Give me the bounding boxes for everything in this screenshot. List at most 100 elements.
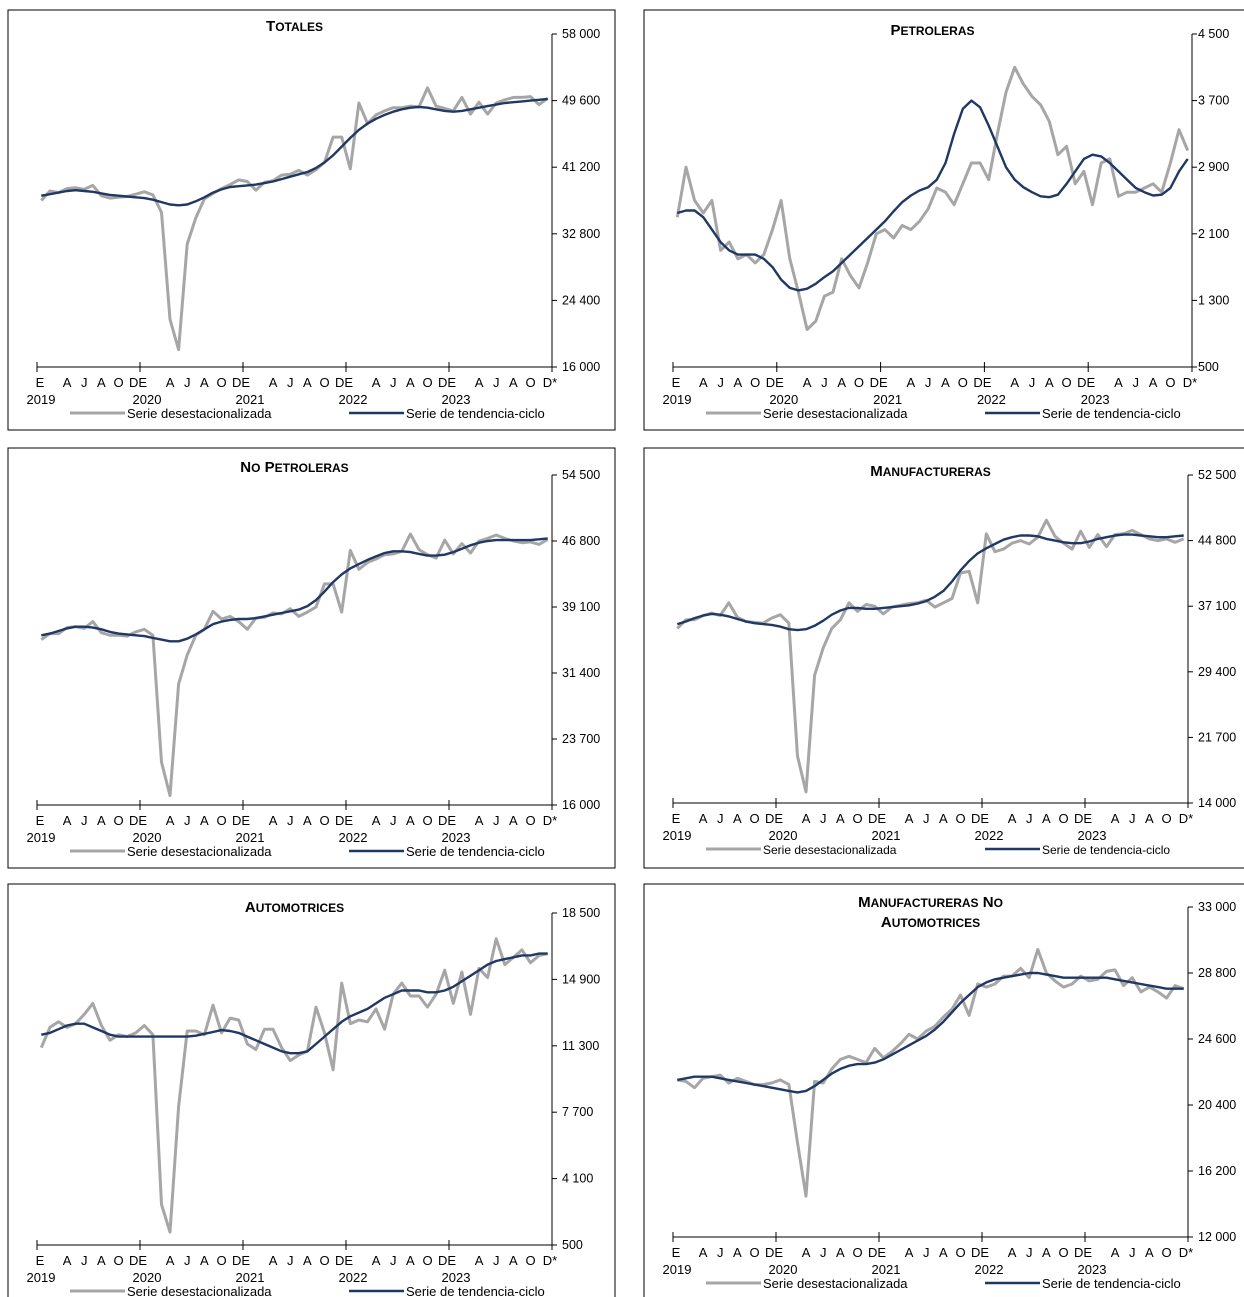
x-tick-label: J — [81, 375, 88, 390]
x-tick-label: O — [852, 1245, 862, 1260]
x-tick-label: A — [269, 813, 278, 828]
x-tick-label: D* — [543, 1253, 557, 1268]
x-tick-label: A — [200, 1253, 209, 1268]
x-year-label: 2021 — [236, 830, 265, 845]
series-line-tendencia-ciclo — [41, 952, 548, 1055]
x-tick-label: O — [319, 375, 329, 390]
x-tick-label: E — [672, 375, 681, 390]
series-line-tendencia-ciclo — [676, 533, 1184, 632]
x-tick-label: DE — [335, 375, 353, 390]
chart-title: MANUFACTURERAS NO — [858, 894, 1003, 911]
panel-frame — [643, 9, 1244, 431]
legend-label-desestacionalizada: Serie desestacionalizada — [127, 844, 272, 859]
legend-label-tendencia-ciclo: Serie de tendencia-ciclo — [1042, 406, 1181, 421]
x-tick-label: E — [36, 813, 45, 828]
x-tick-label: J — [287, 375, 294, 390]
x-tick-label: J — [390, 813, 397, 828]
legend-label-tendencia-ciclo: Serie de tendencia-ciclo — [406, 844, 545, 859]
x-tick-label: A — [802, 811, 811, 826]
x-tick-label: O — [750, 375, 760, 390]
panel-frame — [7, 883, 616, 1297]
y-tick-label: 500 — [562, 1238, 583, 1252]
x-tick-label: O — [216, 813, 226, 828]
x-tick-label: J — [81, 1253, 88, 1268]
series-line-tendencia-ciclo — [41, 537, 548, 643]
x-year-label: 2020 — [769, 392, 798, 407]
chart-title: TOTALES — [266, 18, 323, 35]
x-year-label: 2022 — [977, 392, 1006, 407]
x-tick-label: A — [1008, 1245, 1017, 1260]
x-tick-label: A — [303, 375, 312, 390]
x-year-label: 2022 — [339, 1270, 368, 1285]
x-tick-label: E — [36, 375, 45, 390]
x-tick-label: J — [821, 375, 828, 390]
x-tick-label: DE — [438, 1253, 456, 1268]
x-year-label: 2023 — [1081, 392, 1110, 407]
x-tick-label: O — [1062, 375, 1072, 390]
y-tick-label: 32 800 — [562, 227, 600, 241]
x-tick-label: DE — [870, 375, 888, 390]
x-tick-label: O — [1058, 811, 1068, 826]
x-tick-label: DE — [1074, 811, 1092, 826]
x-tick-label: DE — [129, 1253, 147, 1268]
x-tick-label: DE — [335, 1253, 353, 1268]
legend-label-desestacionalizada: Serie desestacionalizada — [763, 406, 908, 421]
x-tick-label: DE — [868, 811, 886, 826]
legend-label-tendencia-ciclo: Serie de tendencia-ciclo — [1042, 1276, 1181, 1291]
x-tick-label: A — [97, 813, 106, 828]
x-tick-label: J — [923, 1245, 930, 1260]
x-tick-label: A — [406, 1253, 415, 1268]
x-tick-label: A — [836, 1245, 845, 1260]
x-tick-label: A — [939, 811, 948, 826]
chart-title: NO PETROLERAS — [240, 459, 348, 476]
x-year-label: 2021 — [872, 1262, 901, 1277]
x-tick-label: DE — [438, 813, 456, 828]
x-year-label: 2023 — [442, 830, 471, 845]
x-tick-label: A — [475, 1253, 484, 1268]
x-tick-label: A — [837, 375, 846, 390]
y-tick-label: 14 900 — [562, 972, 600, 986]
x-tick-label: O — [955, 811, 965, 826]
x-tick-label: DE — [765, 1245, 783, 1260]
x-tick-label: D* — [1179, 1245, 1193, 1260]
x-tick-label: A — [1149, 375, 1158, 390]
x-tick-label: A — [303, 813, 312, 828]
x-tick-label: J — [390, 1253, 397, 1268]
x-tick-label: E — [672, 1245, 681, 1260]
x-tick-label: DE — [1077, 375, 1095, 390]
x-tick-label: A — [97, 375, 106, 390]
x-tick-label: DE — [232, 375, 250, 390]
x-tick-label: J — [820, 1245, 827, 1260]
x-tick-label: J — [1029, 375, 1036, 390]
x-tick-label: DE — [1074, 1245, 1092, 1260]
x-tick-label: A — [699, 811, 708, 826]
x-tick-label: O — [852, 811, 862, 826]
x-tick-label: DE — [335, 813, 353, 828]
x-year-label: 2020 — [133, 1270, 162, 1285]
x-tick-label: O — [1161, 1245, 1171, 1260]
chart-title: PETROLERAS — [890, 22, 974, 39]
x-year-label: 2019 — [663, 392, 692, 407]
x-tick-label: O — [113, 813, 123, 828]
x-tick-label: A — [803, 375, 812, 390]
x-tick-label: A — [269, 375, 278, 390]
x-year-label: 2019 — [27, 830, 56, 845]
x-tick-label: J — [184, 1253, 191, 1268]
x-tick-label: J — [493, 813, 500, 828]
y-tick-label: 500 — [1198, 360, 1219, 374]
x-tick-label: O — [113, 375, 123, 390]
x-tick-label: A — [699, 375, 708, 390]
x-tick-label: J — [81, 813, 88, 828]
x-tick-label: O — [525, 1253, 535, 1268]
x-year-label: 2020 — [769, 828, 798, 843]
x-tick-label: A — [1111, 1245, 1120, 1260]
x-tick-label: A — [406, 813, 415, 828]
x-tick-label: DE — [129, 813, 147, 828]
x-tick-label: O — [1165, 375, 1175, 390]
x-tick-label: A — [166, 813, 175, 828]
chart-title: MANUFACTURERAS — [870, 463, 991, 480]
x-year-label: 2019 — [663, 1262, 692, 1277]
x-tick-label: A — [1042, 1245, 1051, 1260]
x-tick-label: A — [939, 1245, 948, 1260]
y-tick-label: 7 700 — [562, 1105, 593, 1119]
